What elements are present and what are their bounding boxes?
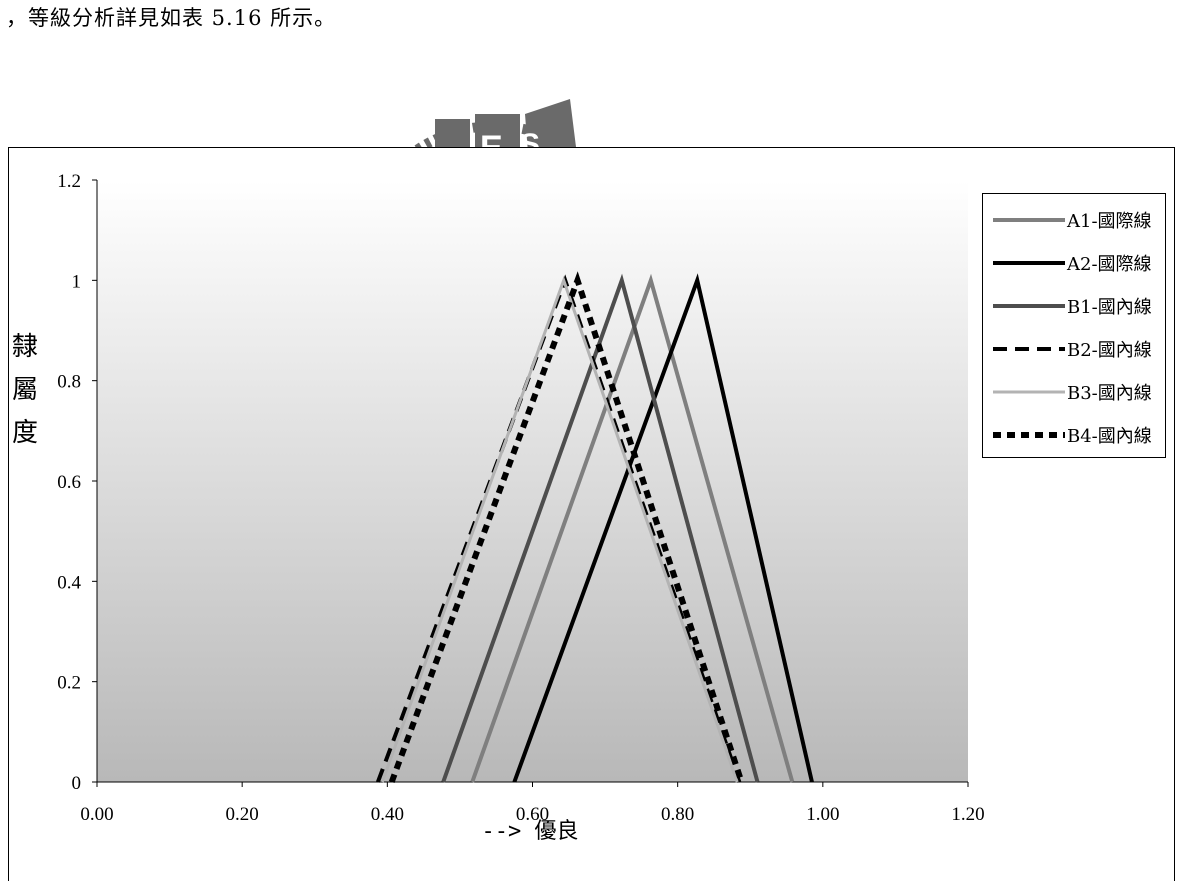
legend-label: A2-國際線 bbox=[1066, 254, 1152, 275]
legend-label: B2-國內線 bbox=[1067, 340, 1152, 361]
x-tick-label: 0.00 bbox=[80, 804, 113, 825]
x-tick-label: 1.00 bbox=[806, 804, 839, 825]
y-tick-label: 0.4 bbox=[57, 572, 81, 593]
y-axis-ticks: 0 0.2 0.4 0.6 0.8 1 1.2 bbox=[57, 171, 97, 794]
y-tick-label: 0 bbox=[72, 773, 82, 794]
y-axis-label-char: 隸 bbox=[12, 332, 38, 362]
y-tick-label: 0.6 bbox=[57, 472, 81, 493]
y-tick-label: 1.2 bbox=[57, 171, 81, 192]
legend-label: B3-國內線 bbox=[1067, 383, 1152, 404]
legend: A1-國際線 A2-國際線 B1-國內線 B2-國內線 B3-國內線 B4-國內線 bbox=[982, 193, 1166, 458]
legend-label: B4-國內線 bbox=[1067, 426, 1152, 447]
y-axis-label-char: 屬 bbox=[12, 375, 38, 405]
legend-label: A1-國際線 bbox=[1066, 211, 1152, 232]
x-tick-label: 1.20 bbox=[951, 804, 984, 825]
legend-label: B1-國內線 bbox=[1067, 297, 1152, 318]
x-tick-label: 0.20 bbox=[226, 804, 259, 825]
y-tick-label: 1 bbox=[72, 271, 82, 292]
y-axis-label: 隸屬度 bbox=[12, 332, 38, 448]
legend-entries: A1-國際線 A2-國際線 B1-國內線 B2-國內線 B3-國內線 B4-國內線 bbox=[983, 194, 1167, 459]
y-axis-label-char: 度 bbox=[12, 418, 38, 448]
y-tick-label: 0.2 bbox=[57, 673, 81, 694]
x-tick-label: 0.40 bbox=[371, 804, 404, 825]
x-axis-label: --> 優良 bbox=[482, 819, 579, 844]
plot-area bbox=[97, 180, 968, 782]
y-tick-label: 0.8 bbox=[57, 372, 81, 393]
x-tick-label: 0.80 bbox=[661, 804, 694, 825]
